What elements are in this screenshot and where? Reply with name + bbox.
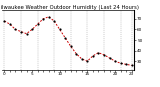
Point bbox=[97, 52, 100, 53]
Point bbox=[75, 53, 78, 54]
Point bbox=[3, 20, 6, 22]
Point bbox=[36, 23, 39, 25]
Point bbox=[20, 31, 22, 32]
Point bbox=[119, 63, 122, 64]
Point bbox=[64, 37, 67, 39]
Point bbox=[14, 29, 17, 30]
Point bbox=[80, 58, 83, 60]
Point bbox=[53, 20, 56, 22]
Point bbox=[42, 18, 44, 20]
Point bbox=[25, 33, 28, 34]
Point bbox=[108, 57, 111, 59]
Point bbox=[114, 60, 116, 62]
Point bbox=[69, 46, 72, 47]
Point bbox=[103, 54, 105, 56]
Point bbox=[86, 60, 89, 62]
Point bbox=[9, 23, 11, 25]
Point bbox=[92, 55, 94, 57]
Point bbox=[58, 29, 61, 30]
Point bbox=[130, 65, 133, 66]
Point bbox=[47, 16, 50, 17]
Title: Milwaukee Weather Outdoor Humidity (Last 24 Hours): Milwaukee Weather Outdoor Humidity (Last… bbox=[0, 5, 140, 10]
Point bbox=[31, 29, 33, 30]
Point bbox=[125, 64, 127, 65]
